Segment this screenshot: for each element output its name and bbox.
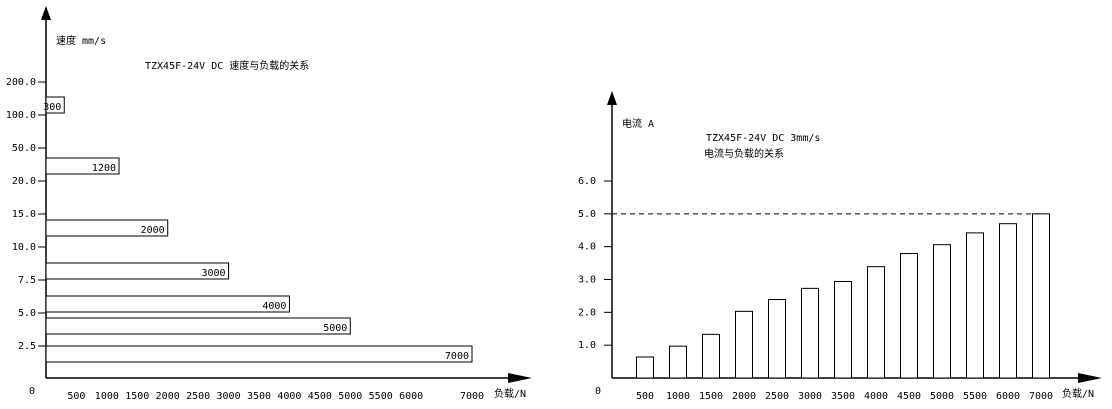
x-tick-label: 3500 (247, 391, 271, 402)
x-axis-label: 负载/N (494, 387, 526, 400)
y-tick-label: 1.0 (578, 340, 596, 351)
x-tick-label: 7000 (460, 391, 484, 402)
x-tick-label: 4000 (277, 391, 301, 402)
bar (999, 223, 1017, 379)
x-tick-label: 6000 (399, 391, 423, 402)
bar-label: 300 (43, 102, 61, 113)
x-tick-label: 7000 (1029, 391, 1053, 402)
chart-title: TZX45F-24V DC 速度与负载的关系 (145, 59, 309, 72)
arrows (41, 6, 1102, 383)
x-tick-label: 500 (67, 391, 85, 402)
bar (669, 345, 687, 379)
bar (867, 266, 885, 379)
y-tick-label: 2.0 (578, 307, 596, 318)
x-tick-label: 5500 (369, 391, 393, 402)
bar (45, 345, 473, 363)
origin-label: 0 (29, 386, 35, 397)
arrow (607, 91, 617, 105)
y-tick-label: 100.0 (6, 110, 36, 121)
x-tick-label: 1500 (125, 391, 149, 402)
x-tick-label: 5000 (930, 391, 954, 402)
x-tick-label: 500 (636, 391, 654, 402)
y-tick-label: 2.5 (18, 341, 36, 352)
x-tick-label: 1000 (95, 391, 119, 402)
y-tick-label: 20.0 (12, 176, 36, 187)
x-tick-label: 4000 (864, 391, 888, 402)
y-tick-label: 6.0 (578, 176, 596, 187)
x-tick-label: 1500 (699, 391, 723, 402)
bar (801, 287, 819, 379)
y-tick-label: 5.0 (18, 308, 36, 319)
bar (45, 262, 230, 280)
y-tick-label: 3.0 (578, 275, 596, 286)
y-tick-label: 200.0 (6, 77, 36, 88)
bar (45, 317, 351, 335)
bar-label: 4000 (262, 301, 286, 312)
bar (45, 219, 169, 237)
origin-label: 0 (595, 386, 601, 397)
x-axis-label: 负载/N (1062, 387, 1094, 400)
y-axis-label: 电流 A (622, 117, 654, 130)
y-axis-label: 速度 mm/s (56, 34, 106, 47)
y-tick-label: 10.0 (12, 242, 36, 253)
bar (1032, 213, 1050, 379)
bar (933, 244, 951, 379)
x-tick-label: 3000 (798, 391, 822, 402)
x-tick-label: 2000 (156, 391, 180, 402)
x-tick-label: 2000 (732, 391, 756, 402)
bar (900, 253, 918, 379)
y-tick-label: 4.0 (578, 242, 596, 253)
chart-subtitle: 电流与负载的关系 (704, 147, 784, 160)
bar (45, 295, 290, 313)
bar (768, 299, 786, 379)
bar (966, 232, 984, 379)
bar-label: 1200 (92, 163, 116, 174)
bar (834, 280, 852, 379)
arrow (1078, 373, 1102, 383)
y-tick-label: 5.0 (578, 209, 596, 220)
x-tick-label: 3000 (217, 391, 241, 402)
x-tick-label: 5000 (338, 391, 362, 402)
x-tick-label: 5500 (963, 391, 987, 402)
bar-label: 3000 (201, 268, 225, 279)
arrow (508, 373, 532, 383)
x-tick-label: 4500 (308, 391, 332, 402)
arrow (41, 6, 51, 20)
y-tick-label: 50.0 (12, 143, 36, 154)
bar (735, 310, 753, 379)
x-tick-label: 4500 (897, 391, 921, 402)
x-tick-label: 3500 (831, 391, 855, 402)
y-tick-label: 7.5 (18, 275, 36, 286)
bar-label: 7000 (445, 351, 469, 362)
y-tick-label: 15.0 (12, 209, 36, 220)
x-tick-label: 2500 (186, 391, 210, 402)
bar (636, 356, 654, 379)
x-tick-label: 1000 (666, 391, 690, 402)
bar-label: 5000 (323, 323, 347, 334)
x-tick-label: 6000 (996, 391, 1020, 402)
bar (45, 157, 120, 175)
bar (702, 333, 720, 379)
x-tick-label: 2500 (765, 391, 789, 402)
bar-label: 2000 (141, 225, 165, 236)
chart-title: TZX45F-24V DC 3mm/s (706, 133, 820, 144)
bar (45, 96, 65, 114)
